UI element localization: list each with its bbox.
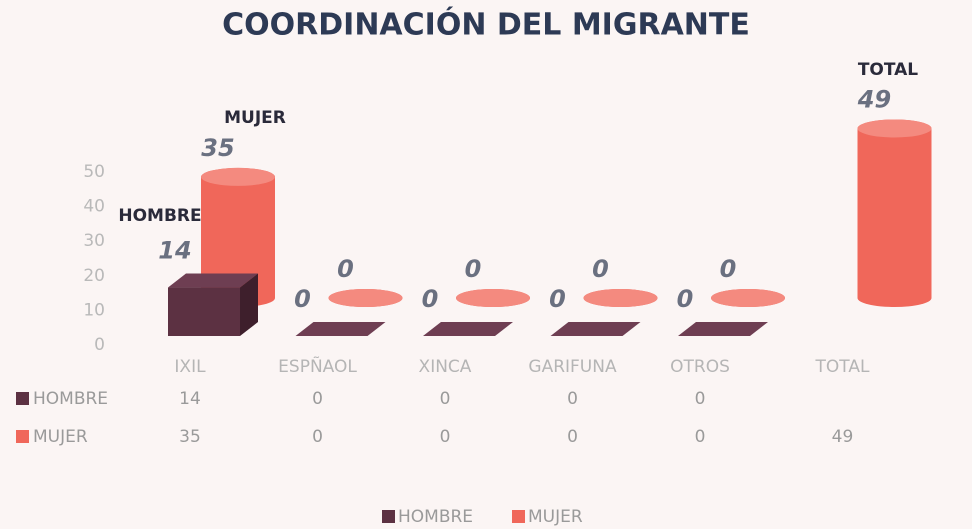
bar-top [168, 273, 258, 288]
data-label: 14 [158, 237, 191, 265]
data-label: 0 [337, 255, 354, 283]
table-cell: 0 [312, 427, 323, 447]
data-label: 0 [592, 255, 609, 283]
table-cell: 0 [312, 389, 323, 409]
bar [857, 119, 932, 307]
bar-top [711, 289, 785, 307]
data-label: 0 [294, 285, 311, 313]
table-cell: 0 [695, 389, 706, 409]
data-label: 0 [720, 255, 737, 283]
data-label: 0 [422, 285, 439, 313]
bar-top [456, 289, 530, 307]
y-tick-label: 30 [83, 231, 105, 251]
table-row-header: HOMBRE [33, 389, 108, 409]
data-label: 0 [677, 285, 694, 313]
table-cell: 0 [567, 389, 578, 409]
bar-top [295, 322, 386, 336]
bar [168, 287, 240, 336]
bar-top [201, 167, 275, 186]
bar-top [857, 119, 932, 138]
bar-top [423, 322, 513, 336]
y-tick-label: 40 [83, 197, 105, 217]
data-label: 49 [857, 85, 891, 113]
x-tick-label: IXIL [174, 357, 206, 377]
bar-top [328, 289, 403, 307]
bar-top [678, 322, 768, 336]
table-cell: 0 [695, 427, 706, 447]
table-cell: 14 [179, 389, 201, 409]
data-label: 0 [465, 255, 482, 283]
y-tick-label: 0 [94, 335, 105, 355]
data-label: 0 [549, 285, 566, 313]
table-cell: 0 [440, 427, 451, 447]
bar-side [240, 273, 258, 336]
x-tick-label: ESPÑAOL [278, 355, 357, 377]
x-tick-label: XINCA [419, 357, 472, 377]
bar-top [550, 322, 641, 336]
table-row-header: MUJER [33, 427, 88, 447]
x-tick-label: GARIFUNA [528, 357, 617, 377]
legend-label: MUJER [528, 507, 583, 527]
x-tick-label: OTROS [670, 357, 730, 377]
table-key [16, 392, 29, 405]
bar [201, 167, 275, 307]
annotation: HOMBRE [118, 206, 201, 226]
annotation: MUJER [224, 108, 286, 128]
legend-key [382, 510, 395, 523]
table-cell: 35 [179, 427, 201, 447]
table-cell: 49 [832, 427, 854, 447]
table-cell: 0 [440, 389, 451, 409]
y-tick-label: 20 [83, 266, 105, 286]
bar-top [583, 289, 658, 307]
x-tick-label: TOTAL [815, 357, 870, 377]
table-key [16, 430, 29, 443]
annotation: TOTAL [858, 60, 918, 80]
data-label: 35 [201, 134, 234, 162]
y-tick-label: 10 [83, 300, 105, 320]
y-tick-label: 50 [83, 162, 105, 182]
legend-key [512, 510, 525, 523]
chart-title: COORDINACIÓN DEL MIGRANTE [222, 6, 750, 43]
table-cell: 0 [567, 427, 578, 447]
legend-label: HOMBRE [398, 507, 473, 527]
